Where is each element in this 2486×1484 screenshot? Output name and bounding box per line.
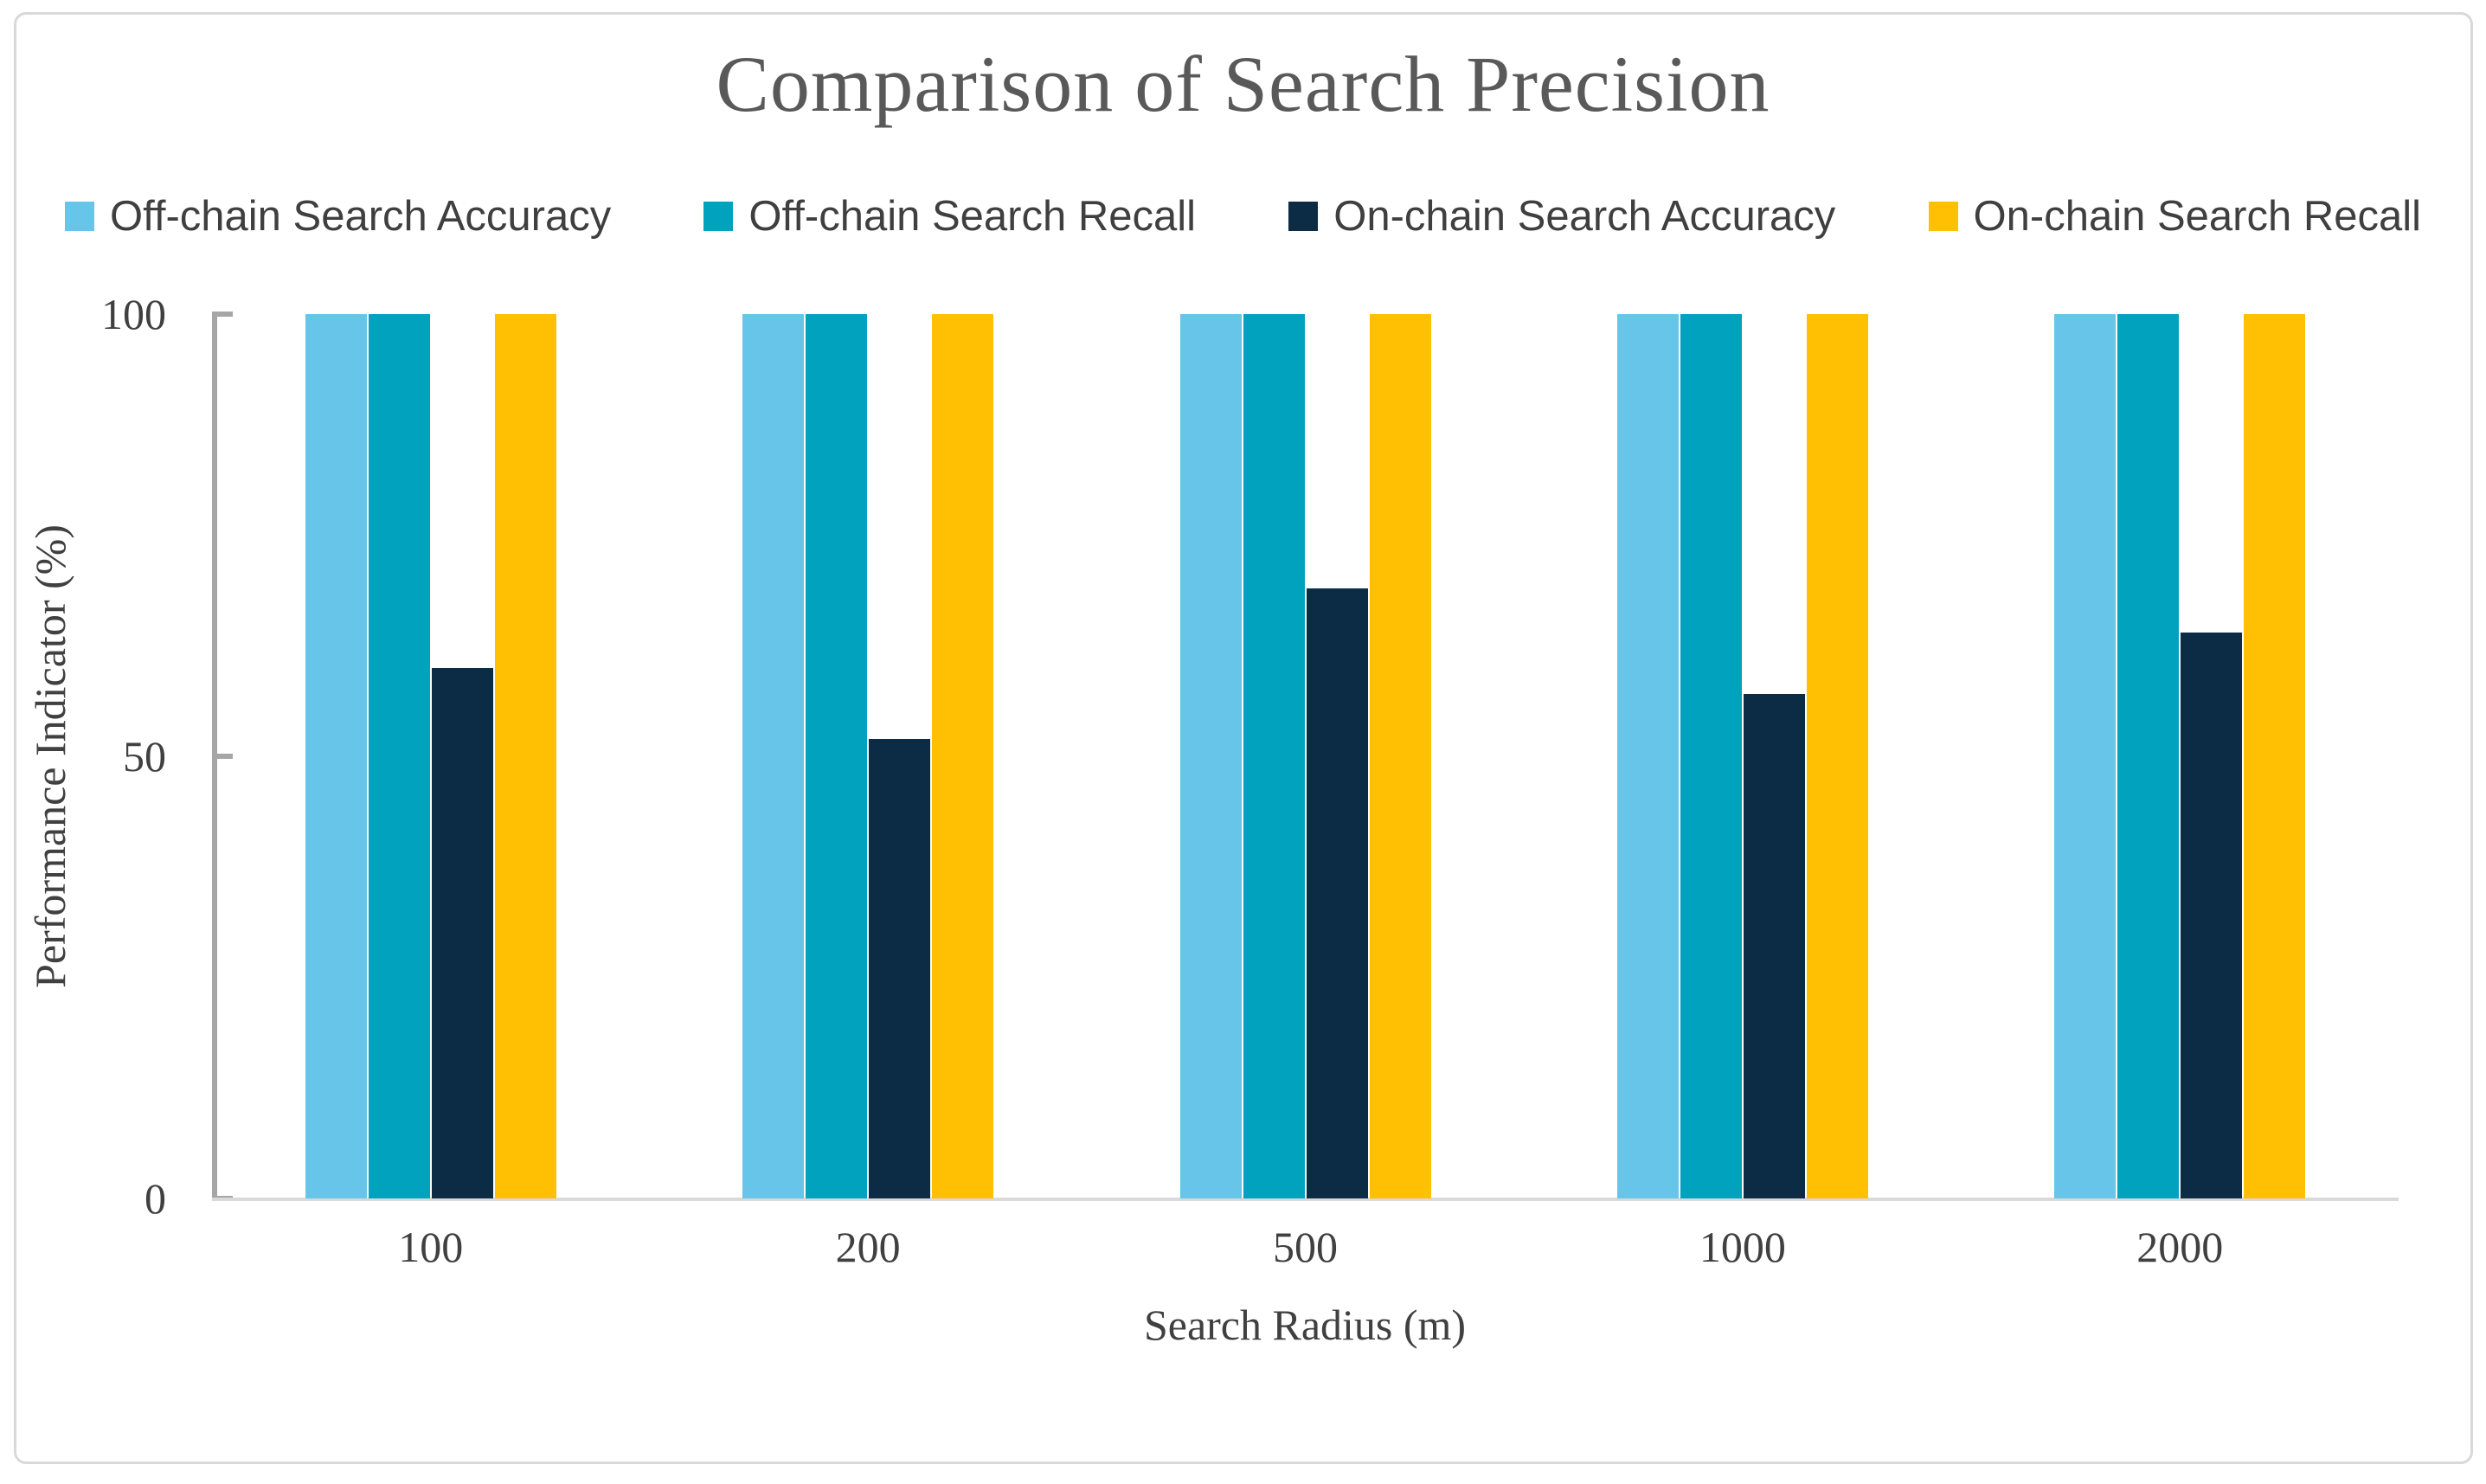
bar-on-chain-search-recall-1000 <box>1806 314 1868 1198</box>
legend-item-on-chain-search-recall: On-chain Search Recall <box>1928 192 2421 241</box>
legend-swatch-icon <box>1928 202 1958 231</box>
bar-off-chain-search-recall-500 <box>1243 314 1305 1198</box>
bar-off-chain-search-recall-200 <box>806 314 868 1198</box>
legend-label: On-chain Search Recall <box>1973 193 2421 240</box>
x-tick-label-200: 200 <box>835 1223 901 1271</box>
x-tick-label-1000: 1000 <box>1699 1223 1786 1271</box>
bar-off-chain-search-accuracy-2000 <box>2054 314 2117 1198</box>
chart-legend: Off-chain Search Accuracy Off-chain Searc… <box>65 183 2421 249</box>
legend-swatch-icon <box>703 202 734 231</box>
bar-off-chain-search-accuracy-100 <box>305 314 367 1198</box>
legend-item-on-chain-search-accuracy: On-chain Search Accuracy <box>1288 192 1835 241</box>
y-tick-label-0: 0 <box>145 1174 166 1223</box>
legend-swatch-icon <box>65 202 94 231</box>
x-tick-label-100: 100 <box>398 1223 464 1271</box>
bar-off-chain-search-accuracy-500 <box>1179 314 1242 1198</box>
y-tick-label-50: 50 <box>123 732 166 781</box>
y-tick-label-100: 100 <box>101 290 166 338</box>
x-axis-line <box>212 1198 2399 1201</box>
y-tick-mark-50 <box>217 754 233 759</box>
x-axis-title: Search Radius (m) <box>1143 1301 1467 1349</box>
bar-off-chain-search-accuracy-1000 <box>1616 314 1679 1198</box>
bar-on-chain-search-accuracy-500 <box>1306 588 1368 1198</box>
bar-off-chain-search-recall-2000 <box>2117 314 2180 1198</box>
legend-label: On-chain Search Accuracy <box>1333 193 1836 240</box>
bar-on-chain-search-recall-200 <box>932 314 994 1198</box>
legend-swatch-icon <box>1288 202 1319 231</box>
bar-on-chain-search-accuracy-2000 <box>2181 632 2243 1198</box>
legend-label: Off-chain Search Accuracy <box>110 193 612 240</box>
bar-on-chain-search-accuracy-1000 <box>1743 694 1805 1198</box>
bar-off-chain-search-recall-1000 <box>1680 314 1742 1198</box>
legend-label: Off-chain Search Recall <box>748 193 1196 240</box>
legend-item-off-chain-search-accuracy: Off-chain Search Accuracy <box>65 192 611 241</box>
bar-off-chain-search-recall-100 <box>368 314 430 1198</box>
y-tick-mark-100 <box>217 312 233 317</box>
x-tick-label-2000: 2000 <box>2136 1223 2224 1271</box>
bar-on-chain-search-accuracy-200 <box>869 738 931 1198</box>
bar-on-chain-search-recall-100 <box>494 314 556 1198</box>
legend-item-off-chain-search-recall: Off-chain Search Recall <box>703 192 1196 241</box>
x-tick-label-500: 500 <box>1273 1223 1338 1271</box>
bar-on-chain-search-accuracy-100 <box>431 667 493 1198</box>
chart-title: Comparison of Search Precision <box>716 40 1770 128</box>
bar-on-chain-search-recall-2000 <box>2244 314 2306 1198</box>
bar-off-chain-search-accuracy-200 <box>742 314 805 1198</box>
y-axis-line <box>212 312 217 1201</box>
bar-on-chain-search-recall-500 <box>1369 314 1431 1198</box>
